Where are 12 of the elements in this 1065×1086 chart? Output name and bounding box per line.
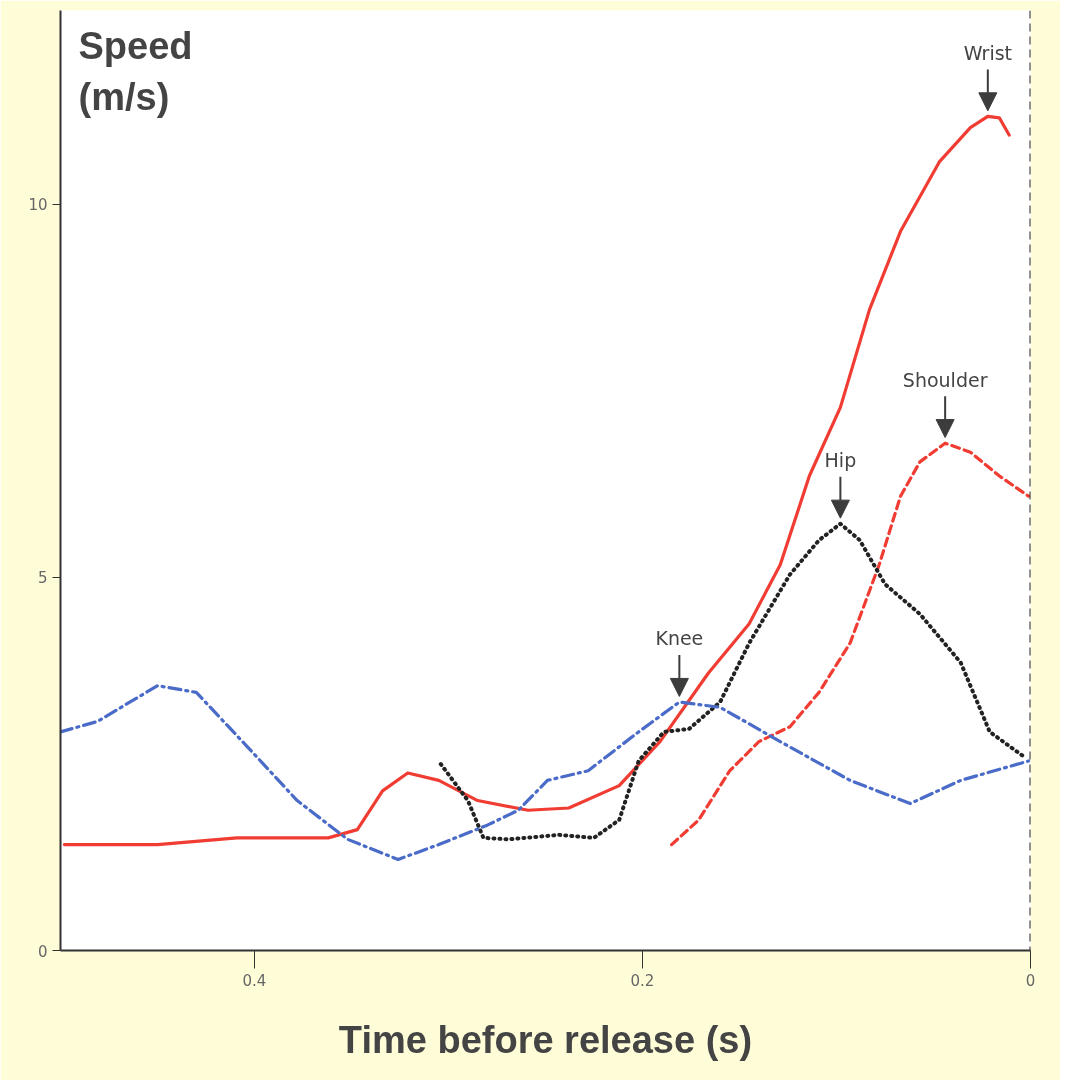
y-axis-title: Speed (m/s) [78,25,193,118]
x-tick-label: 0 [1025,971,1036,990]
x-tick-label: 0.4 [242,971,267,990]
y-tick-label: 5 [37,569,48,588]
y-tick-label: 0 [37,942,48,961]
annotation: Knee [655,627,704,650]
x-axis-title: Time before release (s) [338,1018,753,1061]
annotation: Shoulder [902,368,988,391]
x-tick-label: 0.2 [630,971,655,990]
annotation: Hip [824,449,857,472]
y-tick-label: 10 [28,196,48,215]
annotation: Wrist [963,41,1013,64]
